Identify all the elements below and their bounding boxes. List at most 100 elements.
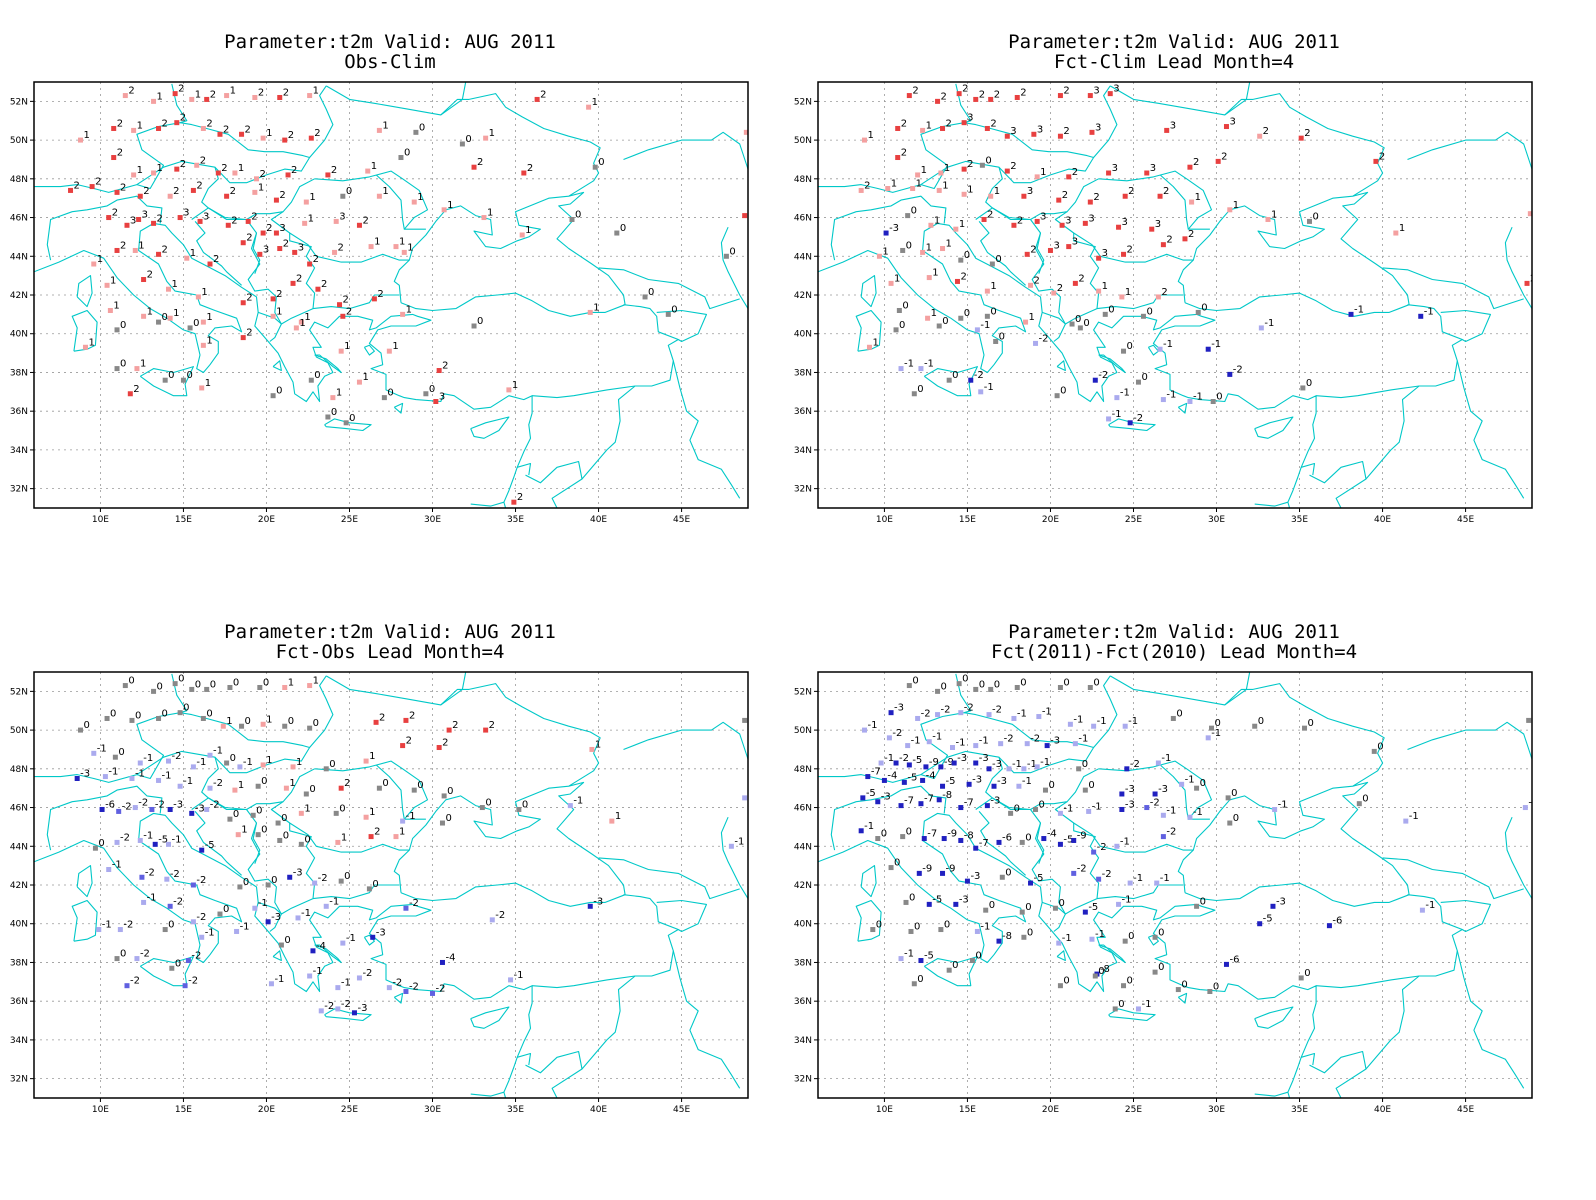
station-value: 3 <box>1037 124 1043 135</box>
station-value: 0 <box>349 413 355 424</box>
station-value: -3 <box>957 753 967 764</box>
border-bosnia-serbia <box>1036 232 1045 274</box>
station-value: 1 <box>382 120 388 131</box>
station-marker <box>958 315 964 321</box>
station-value: 2 <box>266 223 272 234</box>
station-marker <box>1215 158 1221 164</box>
station-value: 2 <box>517 492 523 503</box>
station-marker <box>189 96 195 102</box>
station-value: -8 <box>964 830 974 841</box>
station-marker <box>996 839 1002 845</box>
station-marker <box>1004 168 1010 174</box>
station-value: 1 <box>304 312 310 323</box>
station-marker <box>1057 684 1063 690</box>
station-marker <box>1152 934 1158 940</box>
station-marker <box>184 255 190 261</box>
station-marker <box>1170 715 1176 721</box>
border-alps-italy <box>46 195 163 261</box>
station-marker <box>1154 880 1160 886</box>
station-marker <box>936 797 942 803</box>
border-bulgaria-south <box>312 884 400 900</box>
border-balkans <box>975 797 1100 915</box>
station-marker <box>614 230 620 236</box>
station-marker <box>77 137 83 143</box>
station-value: 1 <box>1102 281 1108 292</box>
station-value: -6 <box>1229 954 1239 965</box>
border-lebanon-israel <box>517 1052 532 1066</box>
station-value: 0 <box>917 974 923 985</box>
station-marker <box>177 710 183 716</box>
station-value: 2 <box>95 177 101 188</box>
station-marker <box>956 91 962 97</box>
station-value: -3 <box>1125 784 1135 795</box>
station-value: 2 <box>157 213 163 224</box>
station-value: 2 <box>245 124 251 135</box>
station-marker <box>393 244 399 250</box>
border-bosnia-serbia <box>252 822 261 864</box>
panel-title-line1: Parameter:t2m Valid: AUG 2011 <box>224 621 556 643</box>
coastline-europe-mediterranean-north <box>818 222 1317 507</box>
station-marker <box>1160 397 1166 403</box>
station-marker <box>993 338 999 344</box>
station-marker <box>277 837 283 843</box>
station-marker <box>865 774 871 780</box>
station-value: -1 <box>1133 873 1143 884</box>
station-marker <box>1393 230 1399 236</box>
border-jordan-saudi <box>1335 478 1367 508</box>
station-value: -9 <box>922 863 932 874</box>
station-value: 2 <box>74 180 80 191</box>
station-marker <box>1373 158 1379 164</box>
station-marker <box>204 686 210 692</box>
station-value: 0 <box>906 827 912 838</box>
station-value: 0 <box>917 384 923 395</box>
border-belarus-russia <box>440 672 467 706</box>
station-value: 1 <box>288 677 294 688</box>
lat-tick-label: 52N <box>10 687 28 697</box>
station-value: 2 <box>200 155 206 166</box>
station-value: 0 <box>1060 386 1066 397</box>
station-value: 1 <box>994 186 1000 197</box>
station-marker <box>277 94 283 100</box>
station-value: 0 <box>1146 306 1152 317</box>
station-value: 1 <box>147 306 153 317</box>
station-value: -4 <box>887 770 897 781</box>
station-marker <box>278 942 284 948</box>
station-value: 2 <box>979 89 985 100</box>
coastline-corsica <box>76 275 93 308</box>
station-value: 2 <box>246 328 252 339</box>
border-slovakia-hungary <box>214 157 311 184</box>
station-value: -2 <box>1133 413 1143 424</box>
station-value: -1 <box>1078 734 1088 745</box>
station-value: 2 <box>1034 275 1040 286</box>
station-marker <box>1082 220 1088 226</box>
station-marker <box>340 940 346 946</box>
station-value: 1 <box>336 388 342 399</box>
station-marker <box>1122 723 1128 729</box>
station-marker <box>1122 938 1128 944</box>
lon-tick-label: 25E <box>1125 1105 1142 1115</box>
station-marker <box>1155 294 1161 300</box>
station-marker <box>958 257 964 263</box>
station-value: 1 <box>1271 209 1277 220</box>
station-marker <box>423 391 429 397</box>
lat-tick-label: 50N <box>794 726 812 736</box>
lon-tick-label: 10E <box>876 515 893 525</box>
station-marker <box>441 207 447 213</box>
border-poland-ukraine-belarus <box>1109 85 1385 197</box>
station-marker <box>860 795 866 801</box>
station-marker <box>1051 290 1057 296</box>
station-marker <box>403 905 409 911</box>
station-marker <box>1112 1006 1118 1012</box>
station-value: 1 <box>926 120 932 131</box>
station-value: 1 <box>341 832 347 843</box>
station-marker <box>1024 251 1030 257</box>
station-value: -4 <box>445 952 455 963</box>
station-value: -1 <box>924 359 934 370</box>
lon-tick-label: 40E <box>1374 515 1391 525</box>
station-value: 0 <box>1216 392 1222 403</box>
lon-tick-label: 40E <box>590 1105 607 1115</box>
coastline-europe-mediterranean-north <box>34 222 533 507</box>
station-value: 1 <box>289 778 295 789</box>
coastline-group <box>818 672 1532 1098</box>
station-value: 0 <box>233 677 239 688</box>
